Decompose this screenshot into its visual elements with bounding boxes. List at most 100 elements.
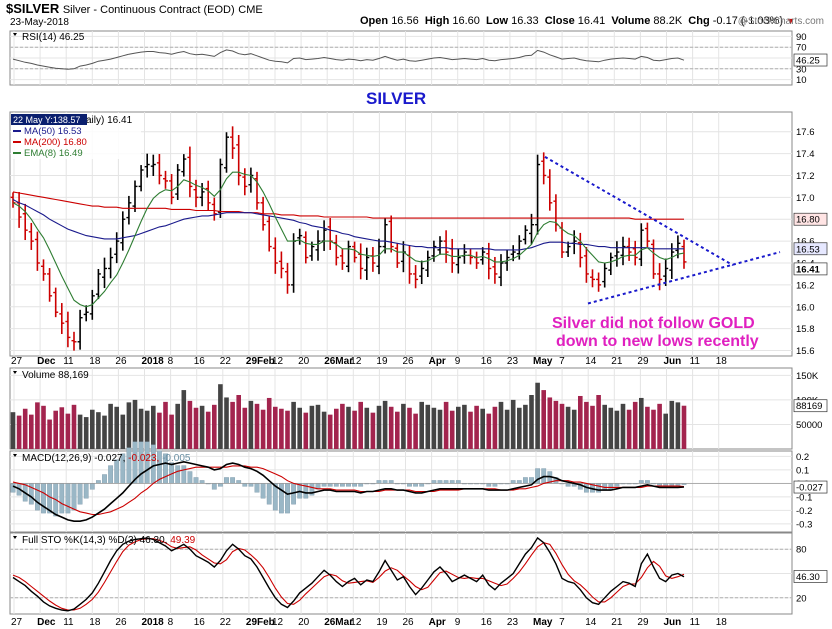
volume-bar xyxy=(443,401,449,449)
volume-label: Volume xyxy=(611,15,651,27)
volume-bar xyxy=(22,408,28,449)
ohlc-bar xyxy=(53,287,59,318)
volume-bar xyxy=(279,408,284,449)
macd-histogram-bar xyxy=(523,477,528,484)
volume-bar xyxy=(138,408,144,449)
ohlc-bar xyxy=(126,195,132,225)
high-label: High xyxy=(424,15,450,27)
macd-histogram-bar xyxy=(510,480,516,484)
x-tick-label: 2018 xyxy=(142,617,165,628)
ohlc-bar xyxy=(120,211,126,251)
volume-bar xyxy=(144,410,150,449)
volume-bar xyxy=(565,406,571,449)
volume-bar xyxy=(53,410,58,449)
volume-bar xyxy=(309,405,315,449)
ma200-line xyxy=(12,191,684,220)
ohlc-bar xyxy=(236,134,242,186)
x-tick-label: 14 xyxy=(585,617,597,628)
volume-bar xyxy=(657,403,662,449)
ohlc-bar xyxy=(431,240,437,262)
ma50-line xyxy=(12,199,684,251)
macd-histogram-bar xyxy=(217,483,223,487)
ohlc-bar xyxy=(187,146,193,198)
ohlc-bar xyxy=(535,154,541,235)
x-tick-label: 9 xyxy=(455,617,461,628)
ohlc-bar xyxy=(596,272,602,292)
ohlc-bar xyxy=(651,239,656,279)
x-tick-label: 18 xyxy=(89,617,101,628)
volume-bar xyxy=(419,401,424,449)
ohlc-bar xyxy=(577,232,583,268)
price-tag-box xyxy=(793,480,828,494)
volume-bar xyxy=(663,413,668,449)
sto-label: Full STO %K(14,3) %D(3) 46.30, 49.39 xyxy=(22,535,196,546)
sto-triangle-icon xyxy=(13,536,17,539)
volume-bar xyxy=(370,412,376,449)
x-tick-label: Apr xyxy=(429,617,446,628)
volume-bar xyxy=(199,405,205,449)
volume-bar xyxy=(102,415,107,449)
volume-bar xyxy=(205,411,211,449)
volume-bar xyxy=(510,399,516,449)
ohlc-bar xyxy=(657,263,663,291)
volume-bar xyxy=(315,404,321,449)
y-tick-label: 16.6 xyxy=(796,237,815,248)
volume-bar xyxy=(388,406,394,449)
x-tick-label: May xyxy=(533,356,553,367)
volume-bar xyxy=(327,414,333,449)
macd-histogram-bar xyxy=(340,483,345,487)
chg-label: Chg xyxy=(688,15,710,27)
ohlc-bar xyxy=(413,265,419,289)
volume-bar xyxy=(639,397,644,449)
volume-bar xyxy=(602,404,607,449)
volume-bar xyxy=(254,403,260,449)
symbol: $SILVER xyxy=(6,1,60,16)
volume-bar xyxy=(608,407,614,449)
x-tick-label: 8 xyxy=(168,356,174,367)
volume-bar xyxy=(456,406,461,449)
y-tick-label: 30 xyxy=(796,64,807,75)
macd-histogram-bar xyxy=(266,483,272,505)
macd-histogram-bar xyxy=(41,483,46,514)
x-tick-label: 2018 xyxy=(142,356,165,367)
ohlc-bar xyxy=(382,217,388,254)
volume-bar xyxy=(96,412,101,449)
ohlc-bar xyxy=(364,247,370,280)
volume-bar xyxy=(224,397,229,449)
y-tick-label: 70 xyxy=(796,43,807,54)
x-tick-label: 20 xyxy=(298,356,310,367)
ohlc-bar xyxy=(181,154,187,177)
ohlc-bar xyxy=(297,228,303,245)
low-value: 16.33 xyxy=(511,15,539,27)
macd-histogram-bar xyxy=(181,465,187,484)
volume-bar xyxy=(407,407,412,449)
cursor-box xyxy=(11,114,87,125)
macd-histogram-bar xyxy=(102,474,107,484)
x-tick-label: 16 xyxy=(194,356,206,367)
macd-histogram-bar xyxy=(376,480,382,484)
ohlc-bar xyxy=(315,230,321,261)
x-tick-label: 11 xyxy=(63,617,74,628)
x-tick-label: 18 xyxy=(89,356,101,367)
price-tag-box xyxy=(793,242,828,256)
macd-histogram-bar xyxy=(382,480,388,484)
macd-histogram-bar xyxy=(59,483,65,514)
volume-bar xyxy=(242,407,248,449)
volume-bar xyxy=(77,414,83,449)
x-tick-label: 27 xyxy=(11,617,23,628)
macd-histogram-bar xyxy=(565,483,571,487)
low-label: Low xyxy=(486,15,509,27)
annotation-line-1: Silver did not follow GOLD xyxy=(552,315,755,332)
sto-d-line xyxy=(12,538,685,611)
macd-histogram-bar xyxy=(285,483,290,514)
macd-histogram-bar xyxy=(346,483,351,487)
y-tick-label: 20 xyxy=(796,593,807,604)
x-tick-label: 26Mar xyxy=(324,617,353,628)
ohlc-bar xyxy=(681,239,687,269)
y-tick-label: 17.2 xyxy=(796,171,815,182)
volume-bar xyxy=(645,406,650,449)
volume-bar xyxy=(260,409,266,449)
